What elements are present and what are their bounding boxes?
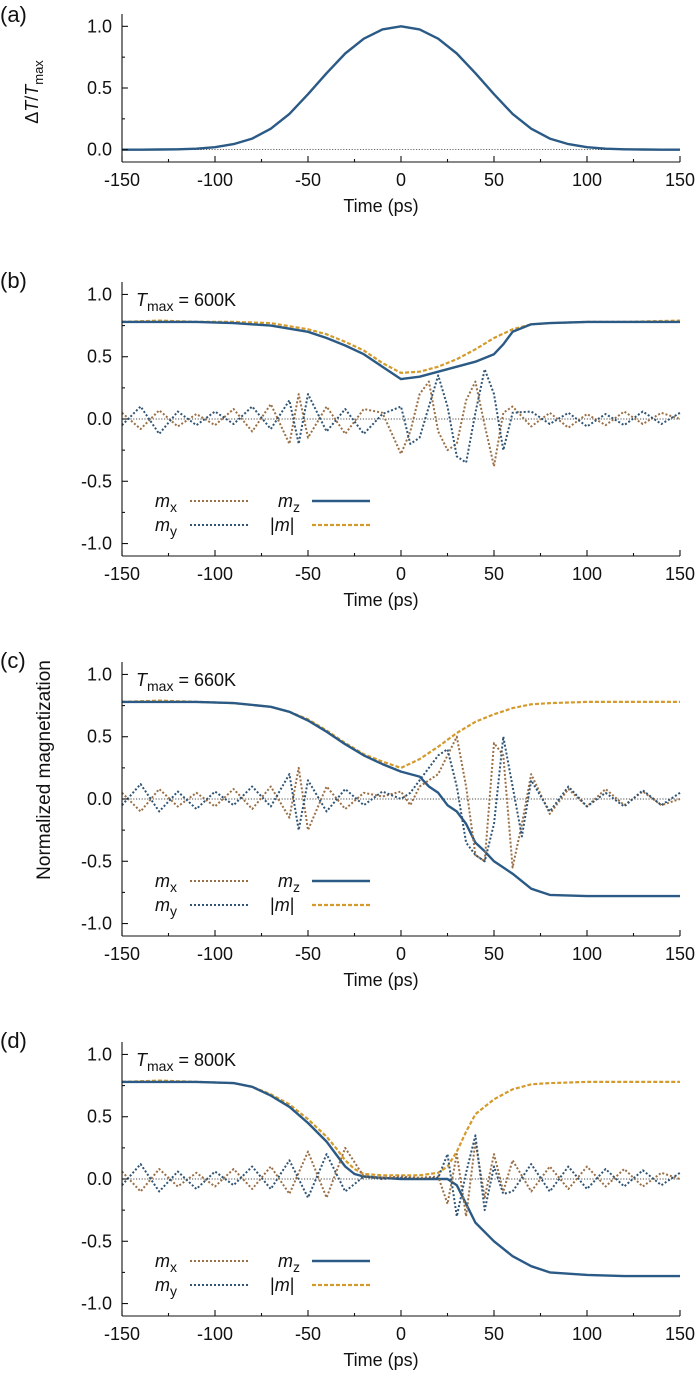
panel-a: (a) -150 -100 -50 0 50 100 150 0.0 0.5 1.0 Time (ps… — [0, 2, 695, 216]
x-axis-label: Time (ps) — [343, 590, 418, 610]
panel-label: (a) — [0, 2, 27, 27]
y-tick-label: 0.5 — [87, 727, 112, 747]
x-tick-label: 150 — [665, 1324, 695, 1344]
y-tick-label: 1.0 — [87, 664, 112, 684]
y-tick-label: 1.0 — [87, 1044, 112, 1064]
legend-label-mabs: |m| — [270, 515, 294, 535]
shared-y-axis-label: Normalized magnetization — [34, 660, 55, 880]
x-tick-label: 0 — [396, 944, 406, 964]
series-line-my — [121, 368, 681, 464]
series-line-pulse — [122, 25, 680, 151]
x-tick-label: -50 — [295, 1324, 321, 1344]
y-tick-label: -1.0 — [81, 914, 112, 934]
y-tick-label: 0.0 — [87, 409, 112, 429]
x-tick-label: 50 — [484, 944, 504, 964]
x-tick-label: -150 — [104, 170, 140, 190]
tmax-annotation: Tmax = 660K — [136, 670, 236, 694]
y-tick-label: -1.0 — [81, 534, 112, 554]
x-tick-label: -50 — [295, 564, 321, 584]
x-tick-label: 150 — [665, 564, 695, 584]
x-tick-label: -50 — [295, 944, 321, 964]
legend-label-mx: mx — [155, 491, 177, 515]
y-tick-label: 1.0 — [87, 16, 112, 36]
series-line-mabs — [121, 319, 681, 374]
tmax-annotation: Tmax = 800K — [136, 1050, 236, 1074]
y-tick-label: 0.0 — [87, 140, 112, 160]
series-line-mx — [121, 380, 681, 468]
y-tick-label: 0.5 — [87, 1107, 112, 1127]
x-axis-label: Time (ps) — [343, 970, 418, 990]
x-tick-label: 0 — [396, 564, 406, 584]
x-tick-label: 100 — [572, 564, 602, 584]
series-line-mz — [122, 700, 680, 898]
panel-b: (b) -150 -100 -50 0 50 100 150 -1.0 -0.5 0.0 0.5 1.0… — [0, 268, 695, 610]
y-tick-label: 0.5 — [87, 78, 112, 98]
panel-label: (b) — [0, 268, 27, 293]
x-tick-label: 50 — [484, 170, 504, 190]
y-tick-label: 0.0 — [87, 789, 112, 809]
series-line-my — [121, 1134, 681, 1218]
legend-label-mabs: |m| — [270, 1275, 294, 1295]
x-tick-label: 0 — [396, 170, 406, 190]
legend-label-my: my — [155, 515, 177, 539]
tmax-annotation: Tmax = 600K — [136, 290, 236, 314]
x-tick-label: -150 — [104, 564, 140, 584]
x-tick-label: -100 — [197, 944, 233, 964]
y-tick-label: -0.5 — [81, 851, 112, 871]
legend-label-mz: mz — [278, 871, 300, 895]
legend-label-my: my — [155, 1275, 177, 1299]
y-tick-label: -0.5 — [81, 1231, 112, 1251]
y-tick-label: 1.0 — [87, 284, 112, 304]
series-line-mz — [122, 320, 680, 381]
x-tick-label: -50 — [295, 170, 321, 190]
legend-label-mx: mx — [155, 1251, 177, 1275]
x-tick-label: 100 — [572, 1324, 602, 1344]
panel-label: (d) — [0, 1028, 27, 1053]
panel-d: (d) -150 -100 -50 0 50 100 150 -1.0 -0.5 0.0 0.5 1.0… — [0, 1028, 695, 1370]
x-tick-label: -100 — [197, 170, 233, 190]
x-tick-label: 0 — [396, 1324, 406, 1344]
x-tick-label: -150 — [104, 944, 140, 964]
series-line-my — [121, 735, 681, 863]
x-tick-label: 50 — [484, 1324, 504, 1344]
x-tick-label: 100 — [572, 944, 602, 964]
x-tick-label: 150 — [665, 944, 695, 964]
x-axis-label: Time (ps) — [343, 196, 418, 216]
x-tick-label: 100 — [572, 170, 602, 190]
legend-label-mabs: |m| — [270, 895, 294, 915]
x-tick-label: -100 — [197, 564, 233, 584]
legend-label-mz: mz — [278, 491, 300, 515]
y-axis-label: ΔT/Tmax — [22, 60, 46, 124]
x-tick-label: 50 — [484, 564, 504, 584]
legend-label-mz: mz — [278, 1251, 300, 1275]
series-line-mz — [122, 1080, 680, 1278]
series-line-mx — [121, 735, 681, 869]
x-tick-label: -100 — [197, 1324, 233, 1344]
x-tick-label: 150 — [665, 170, 695, 190]
series-line-mx — [121, 1140, 681, 1218]
x-axis-label: Time (ps) — [343, 1350, 418, 1370]
y-tick-label: -0.5 — [81, 471, 112, 491]
y-tick-label: -1.0 — [81, 1294, 112, 1314]
y-tick-label: 0.0 — [87, 1169, 112, 1189]
panel-c: (c) -150 -100 -50 0 50 100 150 -1.0 -0.5 0.0 0.5 1.0… — [0, 648, 695, 990]
legend-label-my: my — [155, 895, 177, 919]
panel-label: (c) — [0, 648, 26, 673]
x-tick-label: -150 — [104, 1324, 140, 1344]
y-tick-label: 0.5 — [87, 347, 112, 367]
series-line-mabs — [121, 699, 680, 770]
series-line-mabs — [121, 1079, 680, 1177]
legend-label-mx: mx — [155, 871, 177, 895]
